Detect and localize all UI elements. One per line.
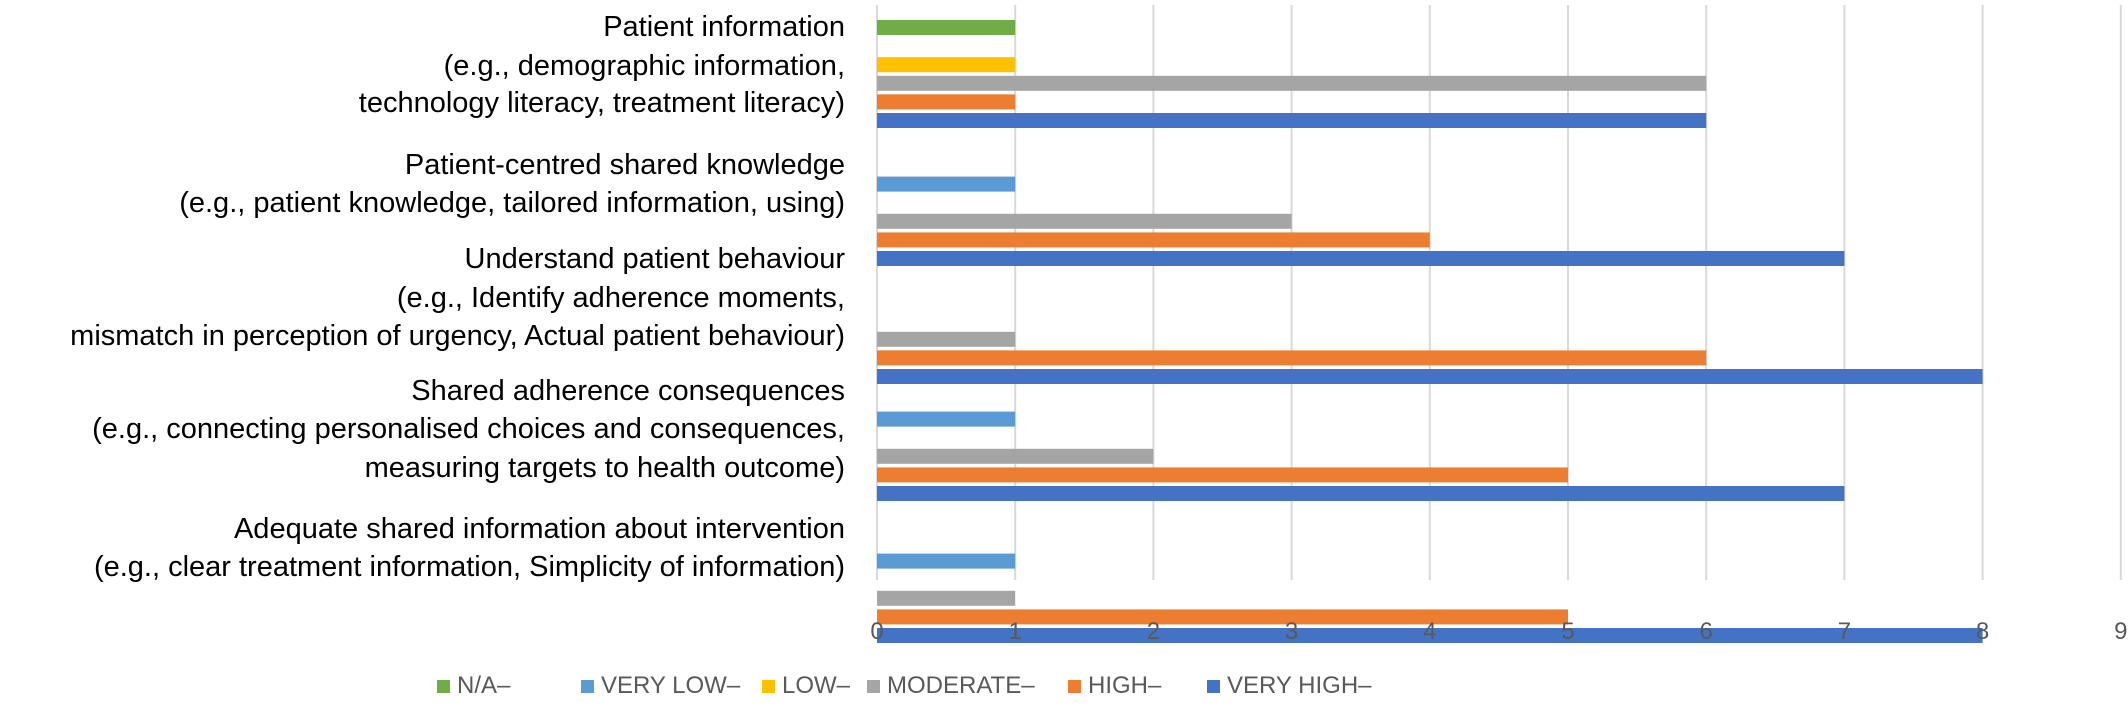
x-tick-label-4: 4 xyxy=(1423,618,1436,645)
bars xyxy=(877,20,1983,643)
bar-cat1-very-high xyxy=(877,113,1707,128)
category-label-5-line-1: Adequate shared information about interv… xyxy=(234,513,845,545)
x-tick-label-8: 8 xyxy=(1976,618,1989,645)
bar-cat5-very-low xyxy=(877,553,1016,569)
legend-label-3: LOW– xyxy=(782,672,851,699)
bar-cat5-high xyxy=(877,609,1568,625)
category-labels: Patient information (e.g., demographic in… xyxy=(70,11,845,583)
bar-cat1-low xyxy=(877,57,1016,73)
bar-cat1-moderate xyxy=(877,75,1707,91)
bar-cat4-very-high xyxy=(877,486,1845,501)
x-tick-label-2: 2 xyxy=(1147,618,1160,645)
x-tick-label-6: 6 xyxy=(1700,618,1713,645)
x-tick-label-1: 1 xyxy=(1009,618,1022,645)
legend-label-2: VERY LOW– xyxy=(601,672,741,699)
legend-swatch-4 xyxy=(867,680,880,693)
x-axis-tick-labels: 0 1 2 3 4 5 6 7 8 9 xyxy=(870,618,2127,645)
bar-cat3-moderate xyxy=(877,331,1016,347)
category-label-4-line-2: (e.g., connecting personalised choices a… xyxy=(92,413,845,445)
bar-cat4-high xyxy=(877,467,1568,483)
legend-swatch-5 xyxy=(1068,680,1081,693)
category-label-1-line-3: technology literacy, treatment literacy) xyxy=(359,87,845,119)
x-tick-label-9: 9 xyxy=(2114,618,2127,645)
category-label-4-line-3: measuring targets to health outcome) xyxy=(365,452,845,484)
legend-swatch-3 xyxy=(762,680,775,693)
category-label-1-line-1: Patient information xyxy=(603,11,845,43)
category-label-2-line-1: Patient-centred shared knowledge xyxy=(405,149,845,181)
bar-cat2-moderate xyxy=(877,213,1292,229)
category-label-4-line-1: Shared adherence consequences xyxy=(411,375,845,407)
bar-cat1-high xyxy=(877,94,1016,110)
category-label-1-line-2: (e.g., demographic information, xyxy=(444,50,845,82)
legend: N/A– VERY LOW– LOW– MODERATE– HIGH– VERY HIGH… xyxy=(437,672,1372,699)
x-tick-label-0: 0 xyxy=(870,618,883,645)
legend-label-4: MODERATE– xyxy=(887,672,1035,699)
category-label-2-line-2: (e.g., patient knowledge, tailored infor… xyxy=(179,187,845,219)
legend-swatch-2 xyxy=(581,680,594,693)
bar-cat4-moderate xyxy=(877,448,1154,464)
bar-cat3-high xyxy=(877,350,1707,366)
legend-label-1: N/A– xyxy=(457,672,511,699)
legend-swatch-1 xyxy=(437,680,450,693)
category-label-3-line-2: (e.g., Identify adherence moments, xyxy=(397,282,845,314)
x-tick-label-3: 3 xyxy=(1285,618,1298,645)
bar-cat3-very-high xyxy=(877,369,1983,384)
legend-label-5: HIGH– xyxy=(1088,672,1162,699)
legend-label-6: VERY HIGH– xyxy=(1227,672,1372,699)
bar-cat2-very-high xyxy=(877,251,1845,266)
bar-cat2-high xyxy=(877,232,1430,248)
category-label-5-line-2: (e.g., clear treatment information, Simp… xyxy=(94,551,845,583)
x-tick-label-5: 5 xyxy=(1561,618,1574,645)
bar-cat5-very-high xyxy=(877,628,1983,643)
bar-cat5-moderate xyxy=(877,590,1016,606)
category-label-3-line-3: mismatch in perception of urgency, Actua… xyxy=(70,320,845,352)
category-label-3-line-1: Understand patient behaviour xyxy=(465,243,846,275)
legend-swatch-6 xyxy=(1207,680,1220,693)
bar-cat4-very-low xyxy=(877,411,1016,427)
bar-cat2-very-low xyxy=(877,176,1016,192)
x-tick-label-7: 7 xyxy=(1838,618,1851,645)
bar-cat1-n-a xyxy=(877,20,1016,35)
